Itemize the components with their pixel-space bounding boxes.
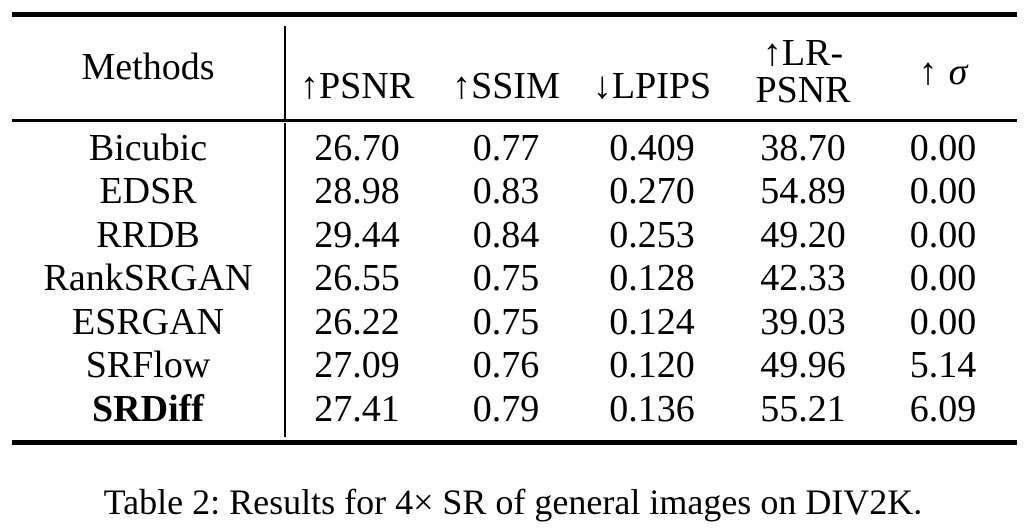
column-header-sigma: ↑ σ: [884, 22, 1017, 124]
cell-psnr: 26.55: [314, 257, 400, 300]
table-row-edsr: EDSR 28.98 0.83 0.270 54.89 0.00: [12, 171, 1017, 215]
lr-psnr-line1: ↑LR-: [762, 32, 844, 74]
cell-psnr: 27.41: [314, 387, 400, 430]
table-header-row: Methods ↑PSNR ↑SSIM ↓LPIPS ↑LR- PSNR ↑ σ: [12, 17, 1017, 119]
cell-lpips: 0.253: [609, 213, 695, 256]
cell-lr-psnr: 55.21: [760, 387, 846, 430]
cell-lpips: 0.270: [609, 170, 695, 213]
cell-lpips: 0.409: [609, 126, 695, 169]
cell-ssim: 0.76: [472, 344, 540, 387]
cell-method: Bicubic: [88, 126, 208, 169]
cell-ssim: 0.83: [472, 170, 540, 213]
up-arrow-icon: ↑: [918, 51, 938, 94]
cell-lr-psnr: 42.33: [760, 257, 846, 300]
cell-lr-psnr: 49.96: [760, 344, 846, 387]
table-vertical-rule-body: [284, 123, 286, 437]
cell-ssim: 0.75: [472, 257, 540, 300]
cell-sigma: 0.00: [909, 257, 977, 300]
table-row-ranksrgan: RankSRGAN 26.55 0.75 0.128 42.33 0.00: [12, 258, 1017, 302]
cell-sigma: 0.00: [909, 300, 977, 343]
table-body: Bicubic 26.70 0.77 0.409 38.70 0.00 EDSR…: [12, 122, 1017, 432]
cell-lpips: 0.128: [609, 257, 695, 300]
cell-sigma: 0.00: [909, 170, 977, 213]
cell-method: EDSR: [99, 170, 197, 213]
cell-method: RankSRGAN: [43, 257, 253, 300]
cell-sigma: 0.00: [909, 213, 977, 256]
table-vertical-rule-header: [284, 26, 286, 119]
table-row-rrdb: RRDB 29.44 0.84 0.253 49.20 0.00: [12, 214, 1017, 258]
column-header-lpips: ↓LPIPS: [592, 65, 712, 108]
cell-ssim: 0.75: [472, 300, 540, 343]
cell-psnr: 29.44: [314, 213, 400, 256]
table-mid-rule: [12, 119, 1017, 122]
cell-psnr: 26.22: [314, 300, 400, 343]
cell-sigma: 0.00: [909, 126, 977, 169]
cell-psnr: 28.98: [314, 170, 400, 213]
cell-method: SRFlow: [85, 344, 211, 387]
column-header-ssim: ↑SSIM: [452, 65, 560, 108]
column-header-methods: Methods: [81, 46, 215, 89]
table-row-bicubic: Bicubic 26.70 0.77 0.409 38.70 0.00: [12, 127, 1017, 171]
cell-psnr: 27.09: [314, 344, 400, 387]
cell-method: ESRGAN: [71, 300, 225, 343]
results-table: Methods ↑PSNR ↑SSIM ↓LPIPS ↑LR- PSNR ↑ σ…: [12, 12, 1017, 445]
table-caption: Table 2: Results for 4× SR of general im…: [103, 482, 923, 522]
table-row-srflow: SRFlow 27.09 0.76 0.120 49.96 5.14: [12, 345, 1017, 389]
cell-method: SRDiff: [92, 387, 204, 430]
sigma-symbol: σ: [948, 51, 968, 94]
cell-lr-psnr: 49.20: [760, 213, 846, 256]
column-header-psnr: ↑PSNR: [299, 65, 415, 108]
cell-lpips: 0.120: [609, 344, 695, 387]
lr-psnr-line2: PSNR: [755, 69, 851, 111]
table-top-rule: [12, 12, 1017, 17]
cell-ssim: 0.77: [472, 126, 540, 169]
cell-lr-psnr: 38.70: [760, 126, 846, 169]
column-header-lr-psnr: ↑LR- PSNR: [722, 17, 884, 119]
cell-lpips: 0.124: [609, 300, 695, 343]
cell-ssim: 0.84: [472, 213, 540, 256]
cell-lr-psnr: 39.03: [760, 300, 846, 343]
table-bottom-rule: [12, 440, 1017, 445]
cell-lr-psnr: 54.89: [760, 170, 846, 213]
cell-method: RRDB: [96, 213, 200, 256]
cell-sigma: 5.14: [909, 344, 977, 387]
cell-lpips: 0.136: [609, 387, 695, 430]
cell-ssim: 0.79: [472, 387, 540, 430]
cell-psnr: 26.70: [314, 126, 400, 169]
cell-sigma: 6.09: [909, 387, 977, 430]
table-row-esrgan: ESRGAN 26.22 0.75 0.124 39.03 0.00: [12, 301, 1017, 345]
table-row-srdiff: SRDiff 27.41 0.79 0.136 55.21 6.09: [12, 388, 1017, 432]
